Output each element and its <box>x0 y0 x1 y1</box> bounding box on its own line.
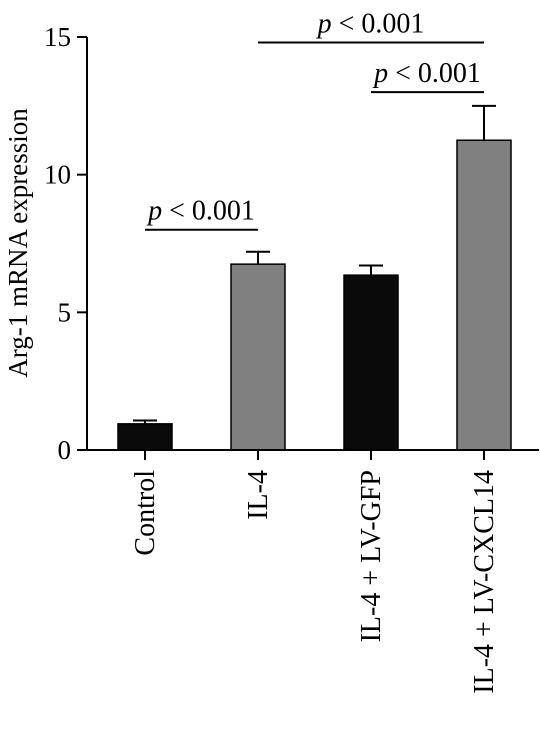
significance-label-1: p < 0.001 <box>146 196 255 227</box>
bar-2 <box>230 263 286 451</box>
significance-label-2: p < 0.001 <box>372 58 481 89</box>
bar-3 <box>343 274 399 451</box>
bar-1 <box>117 423 173 451</box>
bar-4 <box>456 139 512 451</box>
x-category-label: IL-4 + LV-CXCL14 <box>469 470 500 694</box>
y-tick-label: 0 <box>58 435 72 465</box>
significance-label-3: p < 0.001 <box>316 9 425 40</box>
x-category-label: IL-4 + LV-GFP <box>356 470 387 642</box>
x-category-label: Control <box>130 470 161 556</box>
y-tick-label: 5 <box>58 297 72 327</box>
y-axis-label: Arg-1 mRNA expression <box>3 108 33 378</box>
y-tick-label: 15 <box>44 22 71 52</box>
x-category-label: IL-4 <box>243 470 274 520</box>
y-tick-label: 10 <box>44 160 71 190</box>
